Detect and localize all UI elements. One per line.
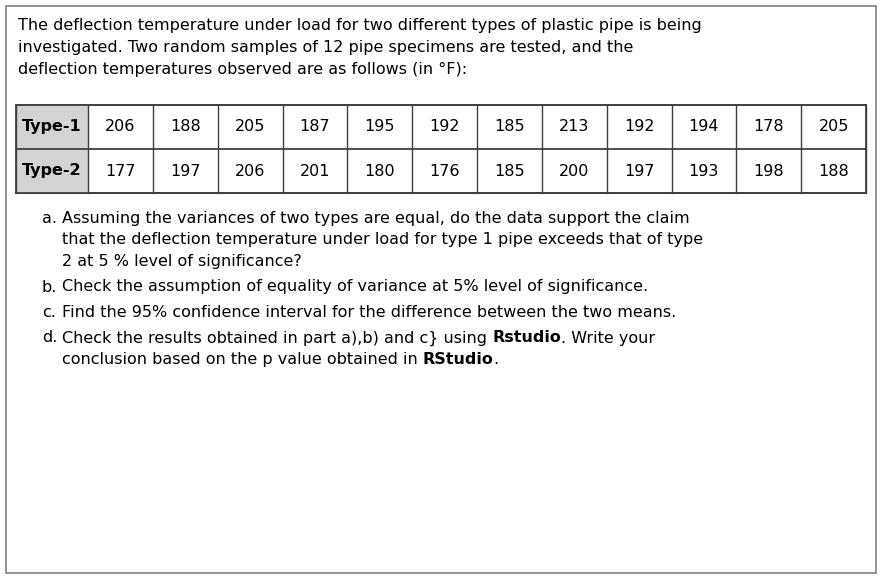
Text: . Write your: . Write your <box>561 331 655 346</box>
Text: deflection temperatures observed are as follows (in °F):: deflection temperatures observed are as … <box>18 62 467 77</box>
Text: Check the assumption of equality of variance at 5% level of significance.: Check the assumption of equality of vari… <box>62 280 648 295</box>
Text: RStudio: RStudio <box>422 352 494 367</box>
Text: 197: 197 <box>170 163 200 178</box>
Text: 185: 185 <box>494 119 525 134</box>
Bar <box>16 105 866 193</box>
Text: c.: c. <box>42 305 56 320</box>
Text: 206: 206 <box>235 163 265 178</box>
Text: 176: 176 <box>430 163 460 178</box>
Text: 188: 188 <box>170 119 200 134</box>
Text: 178: 178 <box>753 119 784 134</box>
Text: 177: 177 <box>105 163 136 178</box>
Text: The deflection temperature under load for two different types of plastic pipe is: The deflection temperature under load fo… <box>18 18 702 33</box>
Text: investigated. Two random samples of 12 pipe specimens are tested, and the: investigated. Two random samples of 12 p… <box>18 40 633 55</box>
Text: 198: 198 <box>753 163 784 178</box>
Text: 213: 213 <box>559 119 589 134</box>
Text: a.: a. <box>42 211 57 226</box>
Text: 193: 193 <box>689 163 719 178</box>
Text: 205: 205 <box>235 119 265 134</box>
Text: Find the 95% confidence interval for the difference between the two means.: Find the 95% confidence interval for the… <box>62 305 676 320</box>
Text: 200: 200 <box>559 163 589 178</box>
Text: conclusion based on the p value obtained in: conclusion based on the p value obtained… <box>62 352 422 367</box>
Text: Type-1: Type-1 <box>22 119 82 134</box>
Text: b.: b. <box>42 280 57 295</box>
Bar <box>16 149 88 193</box>
Text: 180: 180 <box>364 163 395 178</box>
Text: 2 at 5 % level of significance?: 2 at 5 % level of significance? <box>62 254 302 269</box>
Text: 192: 192 <box>430 119 460 134</box>
Text: 187: 187 <box>300 119 330 134</box>
Text: that the deflection temperature under load for type 1 pipe exceeds that of type: that the deflection temperature under lo… <box>62 233 703 247</box>
Bar <box>16 105 88 149</box>
Text: Check the results obtained in part a),b) and c} using: Check the results obtained in part a),b)… <box>62 331 492 346</box>
Text: 197: 197 <box>624 163 654 178</box>
Text: 185: 185 <box>494 163 525 178</box>
Text: 195: 195 <box>364 119 395 134</box>
Text: Assuming the variances of two types are equal, do the data support the claim: Assuming the variances of two types are … <box>62 211 690 226</box>
Text: 192: 192 <box>624 119 654 134</box>
Text: 188: 188 <box>818 163 849 178</box>
Text: 206: 206 <box>105 119 136 134</box>
Text: 194: 194 <box>689 119 719 134</box>
Text: 205: 205 <box>818 119 848 134</box>
Text: Type-2: Type-2 <box>22 163 82 178</box>
Text: Rstudio: Rstudio <box>492 331 561 346</box>
Text: 201: 201 <box>300 163 330 178</box>
Text: .: . <box>494 352 499 367</box>
Text: d.: d. <box>42 331 57 346</box>
